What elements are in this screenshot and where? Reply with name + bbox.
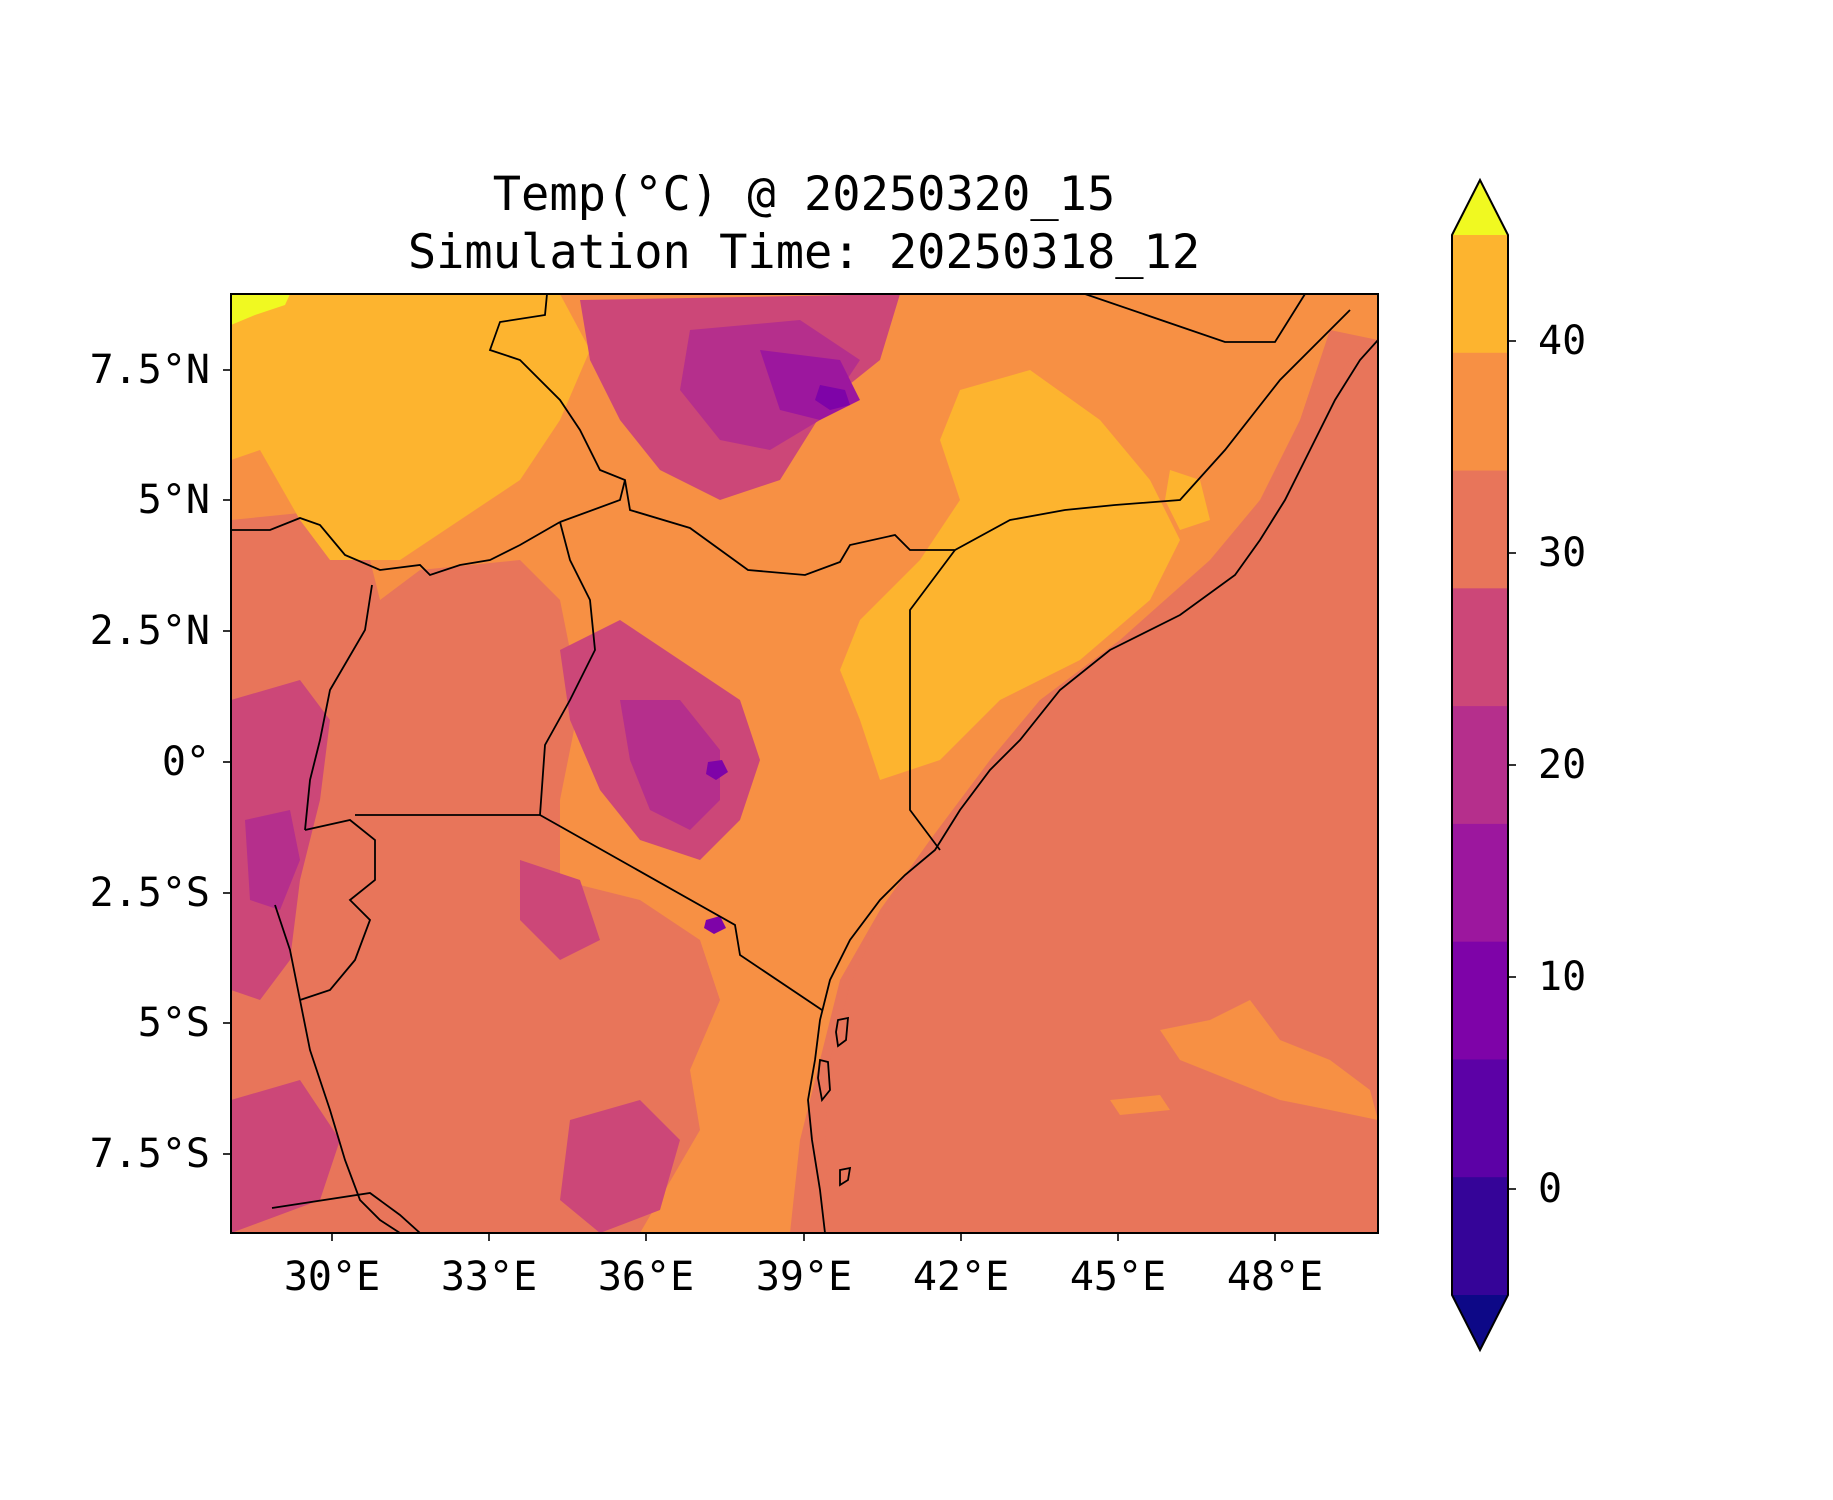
cbar-tick-0: 0 [1508, 1166, 1562, 1212]
x-tick-39e: 39°E [756, 1233, 852, 1300]
border-kenya-tanzania [539, 814, 823, 1011]
cbar-tick-label: 40 [1538, 318, 1586, 364]
contour-west-interior [231, 510, 720, 1233]
colorbar-outline [1451, 177, 1509, 1353]
y-tick-0: 0° [162, 739, 231, 785]
cbar-tick-label: 20 [1538, 742, 1586, 788]
contour-30-35-ocean [1160, 1000, 1378, 1120]
x-tick-33e: 33°E [441, 1233, 537, 1300]
y-tick-label: 2.5°S [90, 870, 210, 916]
y-tick-7.5s: 7.5°S [90, 1131, 231, 1177]
x-tick-label: 33°E [441, 1254, 537, 1300]
colorbar-bin [1452, 235, 1508, 354]
colorbar-bin [1452, 823, 1508, 943]
x-axis: 30°E 33°E 36°E 39°E 42°E 45°E 48°E [284, 1233, 1323, 1300]
cbar-tick-10: 10 [1508, 954, 1586, 1000]
y-tick-label: 2.5°N [90, 608, 210, 654]
contour-5-10-highlands [815, 385, 850, 410]
y-tick-5n: 5°N [138, 477, 231, 523]
colorbar-bin [1452, 941, 1508, 1060]
contour-35-40-nw [231, 294, 590, 560]
border-drc-uganda [304, 584, 373, 831]
colorbar-bin [1452, 1177, 1508, 1296]
y-tick-label: 5°N [138, 477, 210, 523]
y-tick-2.5n: 2.5°N [90, 608, 231, 654]
map-panel [231, 294, 1378, 1233]
border-lake-tanganyika [274, 904, 401, 1233]
country-borders [231, 294, 1378, 1233]
contour-35-40-ne-2 [1165, 470, 1210, 530]
island-pemba [835, 1016, 850, 1048]
y-tick-5s: 5°S [138, 1000, 231, 1046]
contour-5-10-kenya [706, 760, 728, 780]
contour-40-45-nw [231, 294, 290, 325]
x-tick-label: 39°E [756, 1254, 852, 1300]
x-tick-45e: 45°E [1070, 1233, 1166, 1300]
contour-30-35-ocean-2 [1110, 1095, 1170, 1115]
border-sudan-ethiopia [488, 294, 1351, 576]
coastline [807, 339, 1378, 1233]
cbar-tick-40: 40 [1508, 318, 1586, 364]
x-tick-48e: 48°E [1227, 1233, 1323, 1300]
title-line-2: Simulation Time: 20250318_12 [408, 225, 1200, 280]
cbar-tick-20: 20 [1508, 742, 1586, 788]
x-tick-label: 48°E [1227, 1254, 1323, 1300]
cbar-tick-label: 10 [1538, 954, 1586, 1000]
x-tick-label: 42°E [913, 1254, 1009, 1300]
x-tick-42e: 42°E [913, 1233, 1009, 1300]
border-kenya-ethiopia [559, 479, 626, 523]
border-kenya-somalia [909, 549, 956, 851]
cbar-tick-label: 0 [1538, 1166, 1562, 1212]
contour-15-20-kenya [620, 700, 720, 830]
y-tick-label: 0° [162, 739, 210, 785]
x-tick-label: 36°E [598, 1254, 694, 1300]
border-south-sudan-uganda [231, 517, 561, 577]
y-axis: 7.5°N 5°N 2.5°N 0° 2.5°S 5°S 7.5°S [90, 347, 231, 1177]
contour-35-40-ne [840, 370, 1180, 780]
cbar-tick-label: 30 [1538, 530, 1586, 576]
contour-20-25-tz [520, 860, 600, 960]
x-tick-30e: 30°E [284, 1233, 380, 1300]
contour-5-10-kilimanjaro [704, 916, 726, 934]
title-line-1: Temp(°C) @ 20250320_15 [493, 167, 1116, 222]
contour-20-25-south [560, 1100, 680, 1233]
border-rwanda-burundi [299, 819, 376, 1001]
x-tick-label: 30°E [284, 1254, 380, 1300]
colorbar-bin [1452, 470, 1508, 589]
border-ethiopia-somaliland [1084, 294, 1306, 343]
contour-15-20-rift [245, 810, 300, 910]
border-tz-zambia [271, 1192, 421, 1233]
colorbar-bin [1452, 706, 1508, 825]
colorbar [1451, 177, 1509, 1353]
contour-20-25-sw [231, 1080, 340, 1233]
colorbar-extend-min [1452, 1295, 1508, 1350]
colorbar-bin [1452, 588, 1508, 707]
colorbar-bin [1452, 352, 1508, 472]
colorbar-bin [1452, 1059, 1508, 1178]
island-mafia [839, 1166, 852, 1187]
y-tick-7.5n: 7.5°N [90, 347, 231, 393]
y-tick-2.5s: 2.5°S [90, 870, 231, 916]
cbar-tick-30: 30 [1508, 530, 1586, 576]
y-tick-label: 7.5°S [90, 1131, 210, 1177]
y-tick-label: 5°S [138, 1000, 210, 1046]
island-zanzibar [817, 1058, 831, 1103]
border-uganda-kenya [539, 521, 596, 816]
x-tick-label: 45°E [1070, 1254, 1166, 1300]
x-tick-36e: 36°E [598, 1233, 694, 1300]
colorbar-ticks: 40 30 20 10 0 [1508, 318, 1586, 1212]
y-tick-label: 7.5°N [90, 347, 210, 393]
colorbar-extend-max [1452, 180, 1508, 235]
